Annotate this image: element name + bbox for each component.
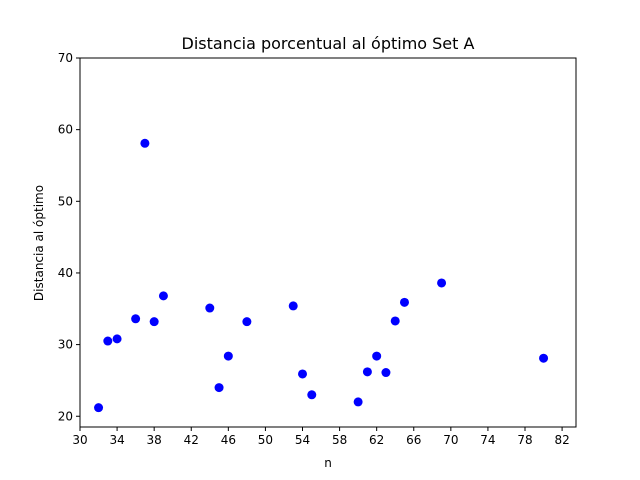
x-tick-label: 62 bbox=[369, 433, 384, 447]
data-point bbox=[437, 278, 447, 288]
data-point bbox=[112, 334, 122, 344]
x-tick-label: 66 bbox=[406, 433, 421, 447]
data-point bbox=[390, 316, 400, 326]
x-tick-label: 38 bbox=[147, 433, 162, 447]
x-axis-label: n bbox=[324, 456, 332, 470]
x-tick-label: 50 bbox=[258, 433, 273, 447]
x-tick-label: 30 bbox=[72, 433, 87, 447]
data-point bbox=[94, 403, 104, 413]
x-tick-label: 34 bbox=[109, 433, 124, 447]
axes-frame bbox=[79, 57, 577, 428]
x-tick-label: 54 bbox=[295, 433, 310, 447]
data-point bbox=[103, 336, 113, 346]
x-tick-label: 42 bbox=[184, 433, 199, 447]
data-point bbox=[288, 301, 298, 311]
x-tick-label: 70 bbox=[443, 433, 458, 447]
x-tick-label: 46 bbox=[221, 433, 236, 447]
plot-area: 30 34 38 42 46 50 54 58 62 66 70 74 78 82 20 30 40 50 60 70 bbox=[58, 51, 577, 447]
data-point bbox=[214, 383, 224, 393]
data-point bbox=[362, 367, 372, 377]
data-point bbox=[131, 314, 141, 324]
data-point bbox=[149, 317, 159, 327]
data-point bbox=[140, 138, 150, 148]
y-tick-label: 30 bbox=[58, 338, 73, 352]
y-tick-label: 20 bbox=[58, 409, 73, 423]
x-tick-label: 78 bbox=[517, 433, 532, 447]
data-point bbox=[242, 317, 252, 327]
data-point bbox=[353, 397, 363, 407]
y-tick-label: 60 bbox=[58, 123, 73, 137]
x-tick-label: 74 bbox=[480, 433, 495, 447]
data-point bbox=[298, 369, 308, 379]
y-tick-label: 40 bbox=[58, 266, 73, 280]
data-point bbox=[399, 297, 409, 307]
y-tick-label: 70 bbox=[58, 51, 73, 65]
x-tick-label: 82 bbox=[554, 433, 569, 447]
x-tick-label: 58 bbox=[332, 433, 347, 447]
chart-title: Distancia porcentual al óptimo Set A bbox=[182, 34, 475, 53]
data-point bbox=[307, 390, 317, 400]
data-point bbox=[223, 351, 233, 361]
y-axis-label: Distancia al óptimo bbox=[32, 185, 46, 301]
data-point bbox=[205, 303, 215, 313]
data-point bbox=[158, 291, 168, 301]
data-point bbox=[381, 368, 391, 378]
y-tick-label: 50 bbox=[58, 194, 73, 208]
data-point bbox=[372, 351, 382, 361]
data-point bbox=[539, 353, 549, 363]
